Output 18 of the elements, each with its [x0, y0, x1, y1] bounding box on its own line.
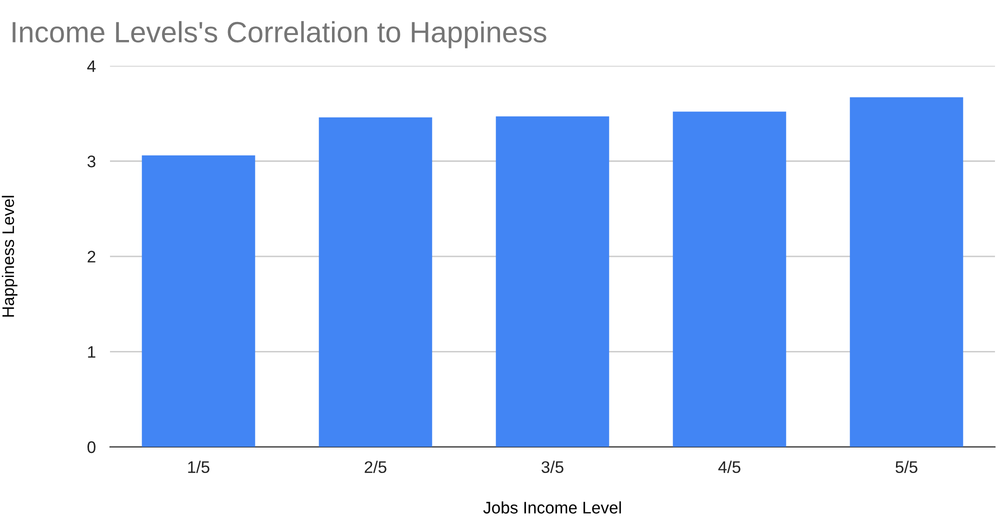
- y-tick-label: 0: [87, 441, 96, 454]
- x-tick-label: 4/5: [718, 460, 740, 474]
- bar: [142, 155, 256, 447]
- y-tick-label: 2: [88, 250, 96, 262]
- x-tick-label: 1/5: [188, 460, 210, 474]
- bar: [850, 97, 964, 447]
- y-axis-title: Happiness Level: [2, 196, 18, 317]
- x-tick-label: 3/5: [542, 460, 564, 474]
- y-tick-label: 1: [88, 346, 96, 358]
- bar: [318, 117, 432, 447]
- x-tick-label: 5/5: [896, 460, 918, 474]
- bar: [672, 112, 786, 447]
- x-tick-label: 2/5: [364, 460, 386, 474]
- chart-title: Income Levels's Correlation to Happiness: [12, 21, 546, 48]
- y-tick-label: 4: [87, 60, 96, 72]
- bar: [496, 116, 610, 447]
- y-tick-label: 3: [87, 156, 96, 168]
- x-axis-title: Jobs Income Level: [483, 501, 621, 514]
